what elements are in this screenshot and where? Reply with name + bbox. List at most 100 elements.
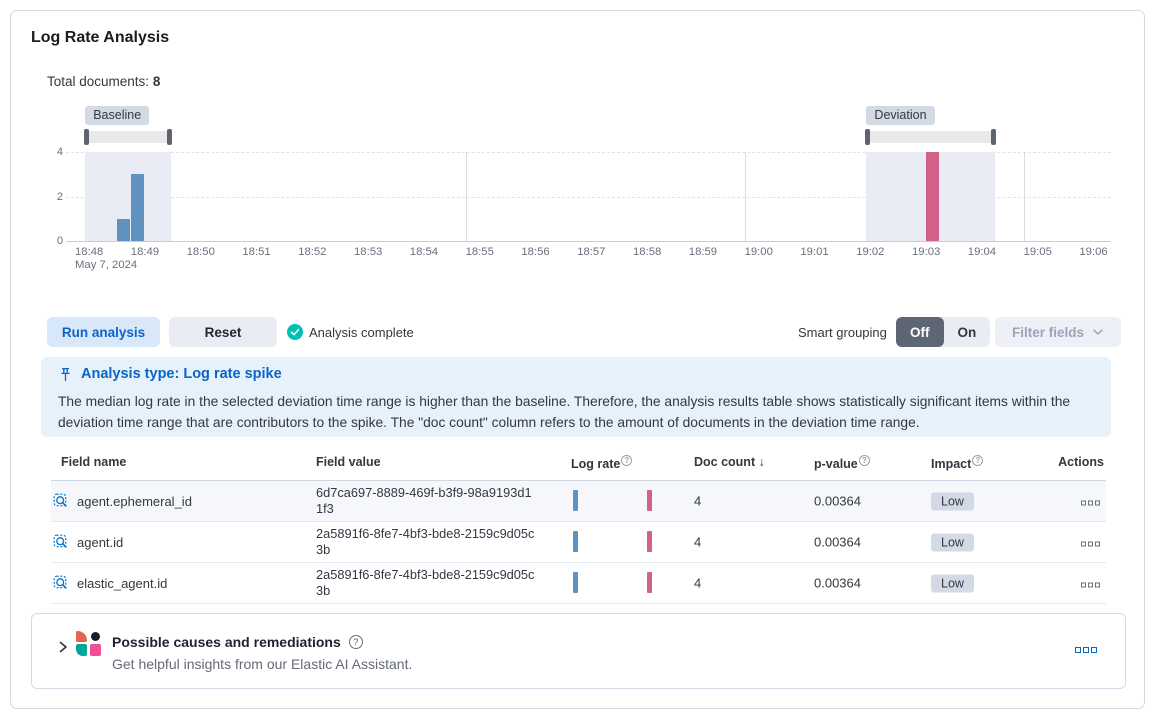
table-row[interactable]: agent.ephemeral_id 6d7ca697-8889-469f-b3… [51,481,1106,522]
doc-count-value: 4 [694,534,702,550]
baseline-brush[interactable] [84,129,172,145]
table-row[interactable]: elastic_agent.id 2a5891f6-8fe7-4bf3-bde8… [51,563,1106,604]
toggle-off-button[interactable]: Off [896,317,944,347]
deviation-brush[interactable] [865,129,996,145]
column-field-name[interactable]: Field name [61,455,127,469]
smart-grouping-toggle: Off On [896,317,991,347]
run-analysis-button[interactable]: Run analysis [47,317,160,347]
callout-body: The median log rate in the selected devi… [58,394,1071,430]
field-filter-icon[interactable] [53,575,69,591]
toggle-on-button[interactable]: On [957,324,977,340]
x-axis-label: 18:50 [186,246,215,258]
table-body: agent.ephemeral_id 6d7ca697-8889-469f-b3… [51,481,1106,604]
p-value: 0.00364 [814,534,861,550]
log-rate-minichart [571,531,661,553]
y-axis-label: 0 [56,235,63,247]
x-axis-label: 18:59 [688,246,718,258]
x-axis-label: 18:58 [633,246,662,258]
table-row[interactable]: agent.id 2a5891f6-8fe7-4bf3-bde8-2159c9d… [51,522,1106,563]
x-axis-label: 18:53 [354,246,383,258]
x-axis-label: 19:05 [1023,246,1052,258]
x-gridline [1023,152,1025,241]
chevron-right-icon[interactable] [56,640,70,654]
x-axis-label: 18:55 [465,246,494,258]
impact-badge: Low [931,492,974,511]
panel-actions-icon[interactable] [1075,647,1097,653]
info-icon[interactable]: ? [858,455,870,466]
field-filter-icon[interactable] [53,493,69,509]
impact-badge: Low [931,574,974,593]
sort-desc-icon: ↓ [758,455,765,469]
brush-handle[interactable] [865,129,871,145]
row-actions-icon[interactable] [1081,500,1100,506]
column-p-value[interactable]: p-value? [814,455,870,471]
table-header-row: Field name Field value Log rate? Doc cou… [51,447,1106,481]
deviation-bar [925,152,939,241]
log-rate-minichart [571,490,661,512]
total-documents-value: 8 [152,74,161,89]
field-value: 2a5891f6-8fe7-4bf3-bde8-2159c9d05c3b [316,567,535,598]
column-doc-count[interactable]: Doc count ↓ [694,455,765,469]
possible-causes-panel[interactable]: Possible causes and remediations ? Get h… [31,613,1126,689]
total-documents-label: Total documents: [47,74,150,89]
impact-badge: Low [931,533,974,552]
total-documents: Total documents: 8 [47,74,160,89]
x-axis-label: 18:56 [521,246,550,258]
field-value: 6d7ca697-8889-469f-b3f9-98a9193d11f3 [316,485,532,516]
reset-button[interactable]: Reset [169,317,277,347]
x-axis-label: 19:04 [967,246,997,258]
x-axis-label: 19:00 [744,246,773,258]
column-log-rate[interactable]: Log rate? [571,455,633,471]
doc-count-value: 4 [694,493,702,509]
field-name: elastic_agent.id [77,575,168,591]
field-value: 2a5891f6-8fe7-4bf3-bde8-2159c9d05c3b [316,526,535,557]
filter-fields-button[interactable]: Filter fields [995,317,1121,347]
possible-causes-subtitle: Get helpful insights from our Elastic AI… [112,656,413,672]
possible-causes-title: Possible causes and remediations [112,634,341,650]
info-icon[interactable]: ? [972,455,984,466]
x-axis-label: 18:57 [577,246,606,258]
column-impact[interactable]: Impact? [931,455,984,471]
analysis-status: Analysis complete [287,324,414,340]
y-axis-label: 2 [56,190,63,203]
y-gridline [66,196,1111,198]
row-actions-icon[interactable] [1081,582,1100,588]
page-title: Log Rate Analysis [31,29,170,46]
p-value: 0.00364 [814,575,861,591]
info-icon[interactable]: ? [621,455,633,466]
column-field-value[interactable]: Field value [316,455,381,469]
column-actions: Actions [1058,455,1104,469]
callout-title: Analysis type: Log rate spike [81,366,282,382]
brush-handle[interactable] [166,129,172,145]
field-name: agent.id [77,534,124,550]
row-actions-icon[interactable] [1081,541,1100,547]
smart-grouping-label: Smart grouping [798,325,887,340]
x-gridline [465,152,467,241]
x-axis-label: 18:52 [298,246,327,258]
analysis-results-table: Field name Field value Log rate? Doc cou… [51,447,1106,604]
x-axis-date-label: May 7, 2024 [75,259,138,271]
brush-handle[interactable] [990,129,996,145]
x-axis-line [66,241,1111,242]
check-icon [287,324,303,340]
x-axis-label: 19:06 [1079,246,1108,258]
x-axis-label: 19:02 [856,246,885,258]
y-axis-label: 4 [56,146,63,158]
field-name: agent.ephemeral_id [77,493,192,509]
document-count-chart[interactable]: 0 2 4 Baseline Deviation 18:48 18:49 18:50 18:51… [47,101,1121,281]
log-rate-minichart [571,572,661,594]
baseline-bar [130,174,144,241]
help-icon[interactable]: ? [348,635,363,649]
x-axis-label: 19:03 [912,246,941,258]
x-axis-label: 18:48 [75,246,104,258]
brush-handle[interactable] [84,129,90,145]
chevron-down-icon [1093,329,1103,335]
analysis-type-callout: Analysis type: Log rate spike The median… [41,357,1111,437]
elastic-ai-assistant-icon [76,631,101,656]
x-axis-label: 18:49 [130,246,160,258]
filter-fields-label: Filter fields [1011,324,1084,340]
field-filter-icon[interactable] [53,534,69,550]
deviation-badge: Deviation [866,106,935,125]
p-value: 0.00364 [814,493,861,509]
x-axis-label: 18:51 [242,246,271,258]
